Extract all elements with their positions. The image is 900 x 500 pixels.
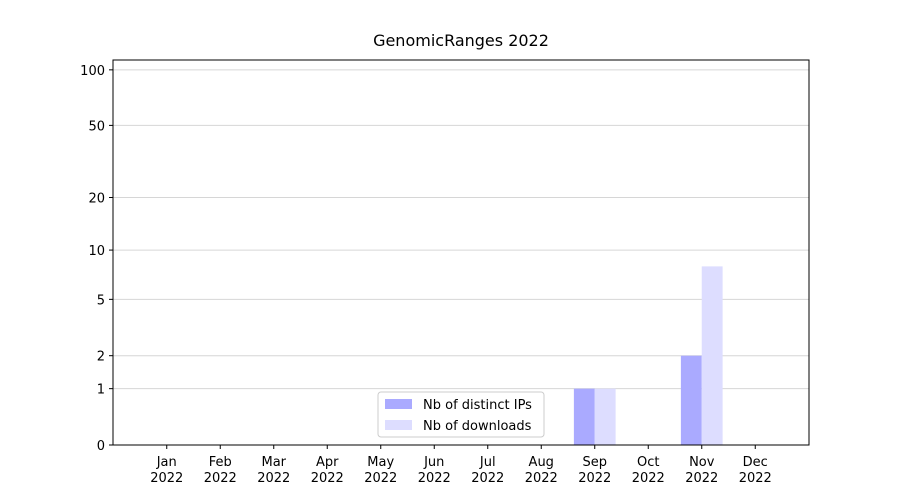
y-tick-label: 100	[80, 64, 105, 79]
x-tick-label: Feb 2022	[204, 455, 237, 486]
bar	[680, 355, 702, 445]
bar	[573, 388, 595, 445]
legend-label: Nb of distinct IPs	[423, 398, 532, 413]
y-tick-label: 0	[97, 439, 105, 454]
x-tick-label: May 2022	[364, 455, 397, 486]
x-tick-label: Nov 2022	[685, 455, 718, 486]
x-tick-label: Apr 2022	[311, 455, 344, 486]
x-tick-label: Jul 2022	[471, 455, 504, 486]
y-tick-label: 10	[88, 244, 105, 259]
legend-swatch	[385, 399, 412, 409]
y-tick-label: 1	[97, 383, 105, 398]
legend-label: Nb of downloads	[423, 419, 532, 434]
x-tick-label: Sep 2022	[578, 455, 611, 486]
y-tick-label: 5	[97, 293, 105, 308]
y-tick-label: 2	[97, 350, 105, 365]
y-tick-label: 20	[88, 192, 105, 207]
x-tick-label: Aug 2022	[525, 455, 558, 486]
y-tick-label: 50	[88, 119, 105, 134]
plot-frame	[112, 59, 810, 446]
x-tick-label: Jun 2022	[418, 455, 451, 486]
x-tick-label: Jan 2022	[150, 455, 183, 486]
bar	[594, 388, 616, 445]
legend-box	[377, 391, 545, 438]
x-tick-label: Mar 2022	[257, 455, 290, 486]
x-tick-label: Oct 2022	[632, 455, 665, 486]
legend-swatch	[385, 420, 412, 430]
chart-title: GenomicRanges 2022	[373, 31, 549, 50]
bar	[701, 266, 723, 445]
x-tick-label: Dec 2022	[739, 455, 772, 486]
